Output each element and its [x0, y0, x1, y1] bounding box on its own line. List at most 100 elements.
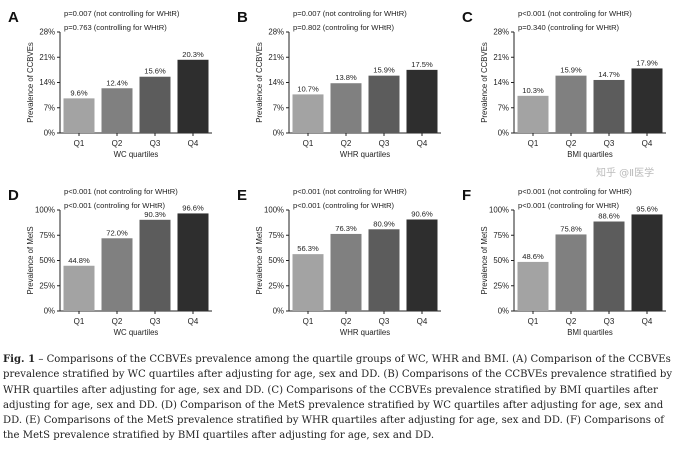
bar-q2: [330, 233, 362, 311]
x-tick-label: Q1: [528, 317, 539, 326]
bar-q3: [139, 76, 171, 133]
y-axis-label: Prevalence of MetS: [255, 226, 264, 294]
x-tick-label: Q4: [188, 317, 199, 326]
y-tick-label: 0%: [498, 129, 509, 138]
bar-q1: [517, 261, 549, 311]
data-label: 90.3%: [144, 210, 166, 219]
x-axis-label: WC quartiles: [114, 150, 159, 159]
data-label: 95.6%: [636, 204, 658, 213]
x-tick-label: Q3: [604, 139, 615, 148]
y-tick-label: 28%: [268, 28, 284, 37]
y-tick-label: 7%: [273, 103, 284, 112]
x-tick-label: Q1: [74, 139, 85, 148]
y-tick-label: 75%: [268, 231, 284, 240]
x-tick-label: Q3: [379, 317, 390, 326]
x-tick-label: Q2: [566, 317, 577, 326]
p-value-annotation: p=0.802 (controling for WHtR): [293, 23, 395, 32]
x-tick-label: Q4: [642, 317, 653, 326]
bar-q1: [292, 254, 324, 311]
bar-q1: [63, 98, 95, 133]
data-label: 20.3%: [182, 50, 204, 59]
bar-q2: [101, 238, 133, 311]
x-tick-label: Q4: [188, 139, 199, 148]
x-tick-label: Q1: [303, 317, 314, 326]
y-tick-label: 0%: [44, 129, 55, 138]
data-label: 9.6%: [70, 88, 88, 97]
panel-letter: A: [8, 9, 19, 26]
p-value-annotation: p<0.001 (controling for WHtR): [293, 201, 395, 210]
data-label: 17.5%: [411, 60, 433, 69]
panel-letter: F: [462, 187, 471, 204]
y-tick-label: 75%: [39, 231, 55, 240]
x-tick-label: Q1: [74, 317, 85, 326]
y-tick-label: 7%: [44, 103, 55, 112]
caption-label: Fig. 1: [3, 354, 36, 365]
figure-caption: Fig. 1 – Comparisons of the CCBVEs preva…: [3, 352, 675, 444]
x-axis-label: BMI quartiles: [567, 328, 613, 337]
y-tick-label: 75%: [493, 231, 509, 240]
p-value-annotation: p<0.001 (not controling for WHtR): [518, 9, 632, 18]
x-tick-label: Q3: [150, 317, 161, 326]
x-tick-label: Q2: [112, 317, 123, 326]
y-tick-label: 14%: [268, 78, 284, 87]
y-tick-label: 25%: [493, 281, 509, 290]
y-tick-label: 100%: [264, 206, 284, 215]
data-label: 12.4%: [106, 78, 128, 87]
x-tick-label: Q1: [528, 139, 539, 148]
data-label: 13.8%: [335, 73, 357, 82]
y-axis-label: Prevalence of CCBVEs: [480, 42, 489, 123]
data-label: 10.7%: [297, 84, 319, 93]
data-label: 90.6%: [411, 209, 433, 218]
x-tick-label: Q2: [341, 317, 352, 326]
p-value-annotation: p<0.001 (not controling for WHtR): [64, 187, 178, 196]
y-tick-label: 21%: [493, 53, 509, 62]
bar-q3: [593, 221, 625, 311]
bar-q1: [63, 265, 95, 311]
y-axis-label: Prevalence of CCBVEs: [255, 42, 264, 123]
data-label: 15.9%: [560, 66, 582, 75]
bar-q1: [292, 94, 324, 133]
p-value-annotation: p=0.340 (controling for WHtR): [518, 23, 620, 32]
caption-text: – Comparisons of the CCBVEs prevalence a…: [3, 354, 673, 442]
x-axis-label: BMI quartiles: [567, 150, 613, 159]
data-label: 15.6%: [144, 67, 166, 76]
y-tick-label: 25%: [268, 281, 284, 290]
x-tick-label: Q2: [566, 139, 577, 148]
p-value-annotation: p<0.001 (controling for WHtR): [64, 201, 166, 210]
y-tick-label: 0%: [44, 307, 55, 316]
bar-q4: [631, 68, 663, 133]
bar-q4: [406, 219, 438, 311]
bar-q4: [177, 213, 209, 311]
data-label: 10.3%: [522, 86, 544, 95]
x-tick-label: Q2: [112, 139, 123, 148]
data-label: 80.9%: [373, 219, 395, 228]
y-tick-label: 21%: [39, 53, 55, 62]
x-tick-label: Q4: [642, 139, 653, 148]
x-tick-label: Q4: [417, 317, 428, 326]
bar-q4: [177, 59, 209, 133]
y-tick-label: 0%: [273, 307, 284, 316]
panel-letter: E: [237, 187, 247, 204]
x-tick-label: Q3: [604, 317, 615, 326]
y-tick-label: 28%: [493, 28, 509, 37]
data-label: 14.7%: [598, 70, 620, 79]
panel-letter: B: [237, 9, 248, 26]
x-tick-label: Q1: [303, 139, 314, 148]
y-axis-label: Prevalence of CCBVEs: [26, 42, 35, 123]
y-tick-label: 28%: [39, 28, 55, 37]
y-tick-label: 14%: [39, 78, 55, 87]
x-tick-label: Q3: [150, 139, 161, 148]
x-axis-label: WC quartiles: [114, 328, 159, 337]
data-label: 72.0%: [106, 228, 128, 237]
bar-q2: [555, 75, 587, 133]
y-tick-label: 14%: [493, 78, 509, 87]
p-value-annotation: p<0.001 (not controling for WHtR): [293, 187, 407, 196]
panel-letter: C: [462, 9, 473, 26]
data-label: 75.8%: [560, 224, 582, 233]
bar-q4: [631, 214, 663, 311]
x-tick-label: Q3: [379, 139, 390, 148]
bar-q3: [593, 79, 625, 133]
